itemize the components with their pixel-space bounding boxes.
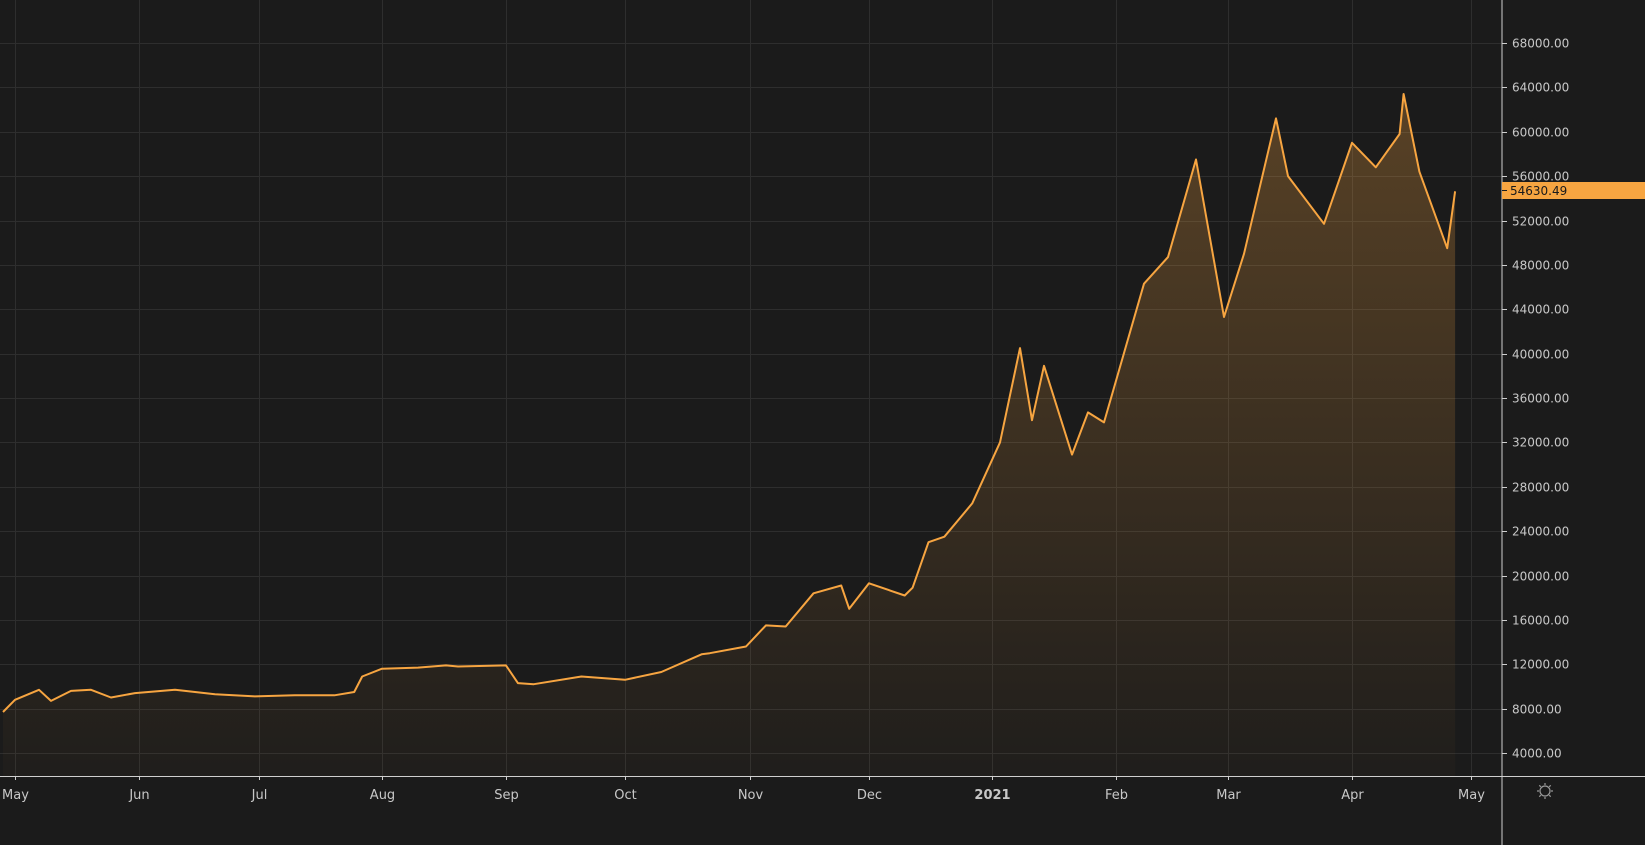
price-tick-label: 28000.00 [1512,481,1569,495]
time-tick-label: Mar [1216,788,1241,803]
price-tick-label: 48000.00 [1512,259,1569,273]
price-tick-label: 64000.00 [1512,81,1569,95]
price-tick-label: 16000.00 [1512,614,1569,628]
time-tick-label: Jun [128,788,149,803]
price-area [3,94,1456,776]
last-price-value: 54630.49 [1510,184,1567,198]
time-tick-label: Oct [614,788,636,803]
time-tick-label: Nov [738,788,764,803]
price-tick-label: 40000.00 [1512,348,1569,362]
price-tick-label: 44000.00 [1512,303,1569,317]
price-tick-label: 52000.00 [1512,215,1569,229]
time-tick-label: Apr [1341,788,1364,803]
time-axis[interactable]: May Jun Jul Aug Sep Oct Nov Dec 2021 Feb Mar Apr May [2,776,1485,803]
gear-icon[interactable] [1537,783,1553,799]
price-axis[interactable]: 68000.00 64000.00 60000.00 56000.00 52000.00… [1502,37,1569,761]
price-tick-label: 56000.00 [1512,170,1569,184]
time-tick-label: Jul [251,788,268,803]
time-tick-label: Feb [1105,788,1128,803]
time-tick-label: 2021 [974,788,1010,803]
time-tick-label: May [2,788,29,803]
last-price-tag: 54630.49 [1502,182,1645,199]
time-tick-label: May [1458,788,1485,803]
price-tick-label: 8000.00 [1512,703,1562,717]
price-tick-label: 20000.00 [1512,570,1569,584]
price-tick-label: 68000.00 [1512,37,1569,51]
price-tick-label: 60000.00 [1512,126,1569,140]
price-tick-label: 24000.00 [1512,525,1569,539]
price-tick-label: 12000.00 [1512,658,1569,672]
price-tick-label: 36000.00 [1512,392,1569,406]
time-tick-label: Aug [370,788,395,803]
time-tick-label: Sep [494,788,519,803]
price-tick-label: 32000.00 [1512,436,1569,450]
price-line [2,93,1457,713]
price-tick-label: 4000.00 [1512,747,1562,761]
time-tick-label: Dec [857,788,882,803]
